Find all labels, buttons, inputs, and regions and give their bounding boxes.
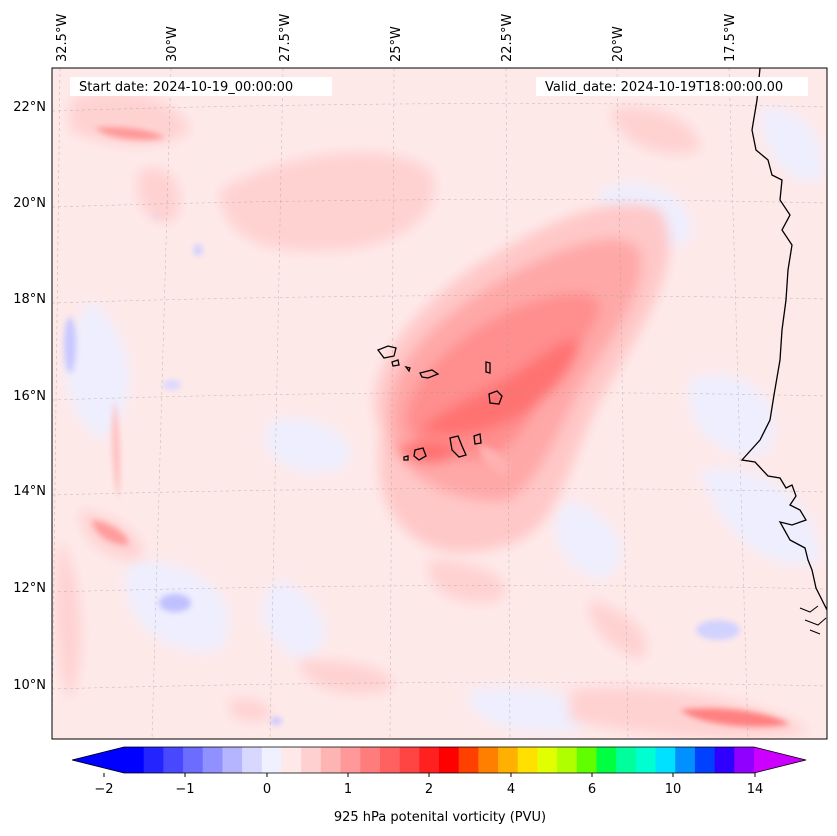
colorbar-tick-label: 6 <box>588 782 596 797</box>
colorbar-cell <box>202 747 223 773</box>
lon-label: 22.5°W <box>500 14 515 62</box>
colorbar-cell <box>734 747 755 773</box>
secondary-pv-streak <box>92 127 790 727</box>
colorbar-cell <box>498 747 519 773</box>
colorbar-title: 925 hPa potenital vorticity (PVU) <box>334 810 546 825</box>
lon-label: 30°W <box>165 26 180 62</box>
colorbar-cell <box>675 747 696 773</box>
lat-label: 22°N <box>13 100 46 115</box>
lat-label: 18°N <box>13 292 46 307</box>
colorbar-cells <box>124 747 755 773</box>
island-sao-vicente <box>391 359 400 367</box>
map-area: Start date: 2024-10-19_00:00:00 Valid_da… <box>52 68 827 739</box>
colorbar-cell <box>399 747 420 773</box>
colorbar-cell <box>557 747 578 773</box>
lat-label: 12°N <box>13 581 46 596</box>
lat-label: 14°N <box>13 484 46 499</box>
colorbar-cell <box>458 747 479 773</box>
lon-label: 27.5°W <box>278 14 293 62</box>
africa-coastline <box>740 68 827 611</box>
island-sao-nicolau <box>419 369 440 379</box>
lon-label: 17.5°W <box>723 14 738 62</box>
colorbar-cell <box>183 747 204 773</box>
colorbar-cell <box>517 747 538 773</box>
colorbar-ticks <box>103 773 756 777</box>
lat-label: 10°N <box>13 678 46 693</box>
colorbar-tick-label: 10 <box>665 782 682 797</box>
island-santiago <box>449 435 467 458</box>
colorbar-cell <box>143 747 164 773</box>
colorbar-cell <box>596 747 617 773</box>
colorbar-cell <box>419 747 440 773</box>
island-sal <box>485 361 491 374</box>
colorbar-cell <box>261 747 282 773</box>
colorbar-tick-label: 1 <box>344 782 352 797</box>
island-boa-vista <box>488 390 503 405</box>
colorbar-cell <box>340 747 361 773</box>
lon-label: 20°W <box>611 26 626 62</box>
colorbar-cell <box>281 747 302 773</box>
island-fogo <box>413 447 427 461</box>
start-date-label: Start date: 2024-10-19_00:00:00 <box>79 80 293 95</box>
valid-date-label: Valid_date: 2024-10-19T18:00:00.00 <box>545 80 783 95</box>
colorbar-cell <box>616 747 637 773</box>
colorbar-cell <box>242 747 263 773</box>
colorbar-tick-label: −1 <box>175 782 194 797</box>
colorbar-cell <box>360 747 381 773</box>
colorbar-cell <box>320 747 341 773</box>
colorbar-tick-label: 4 <box>507 782 515 797</box>
lon-label: 25°W <box>389 26 404 62</box>
colorbar-cell <box>714 747 735 773</box>
colorbar-cell <box>301 747 322 773</box>
colorbar-tick-labels: −2 −1 0 1 2 4 6 10 14 <box>94 782 763 797</box>
island-santa-luzia <box>404 365 411 373</box>
cape-verde-islands <box>376 345 503 461</box>
gridlines <box>52 68 827 739</box>
colorbar-cell <box>537 747 558 773</box>
colorbar-tick-label: 0 <box>263 782 271 797</box>
colorbar-cell <box>439 747 460 773</box>
colorbar-cell <box>478 747 499 773</box>
latitude-labels: 22°N 20°N 18°N 16°N 14°N 12°N 10°N <box>13 100 46 693</box>
start-date-box <box>70 77 332 96</box>
lon-label: 32.5°W <box>55 14 70 62</box>
island-santo-antao <box>376 345 397 359</box>
map-frame <box>51 67 828 740</box>
colorbar-cell <box>635 747 656 773</box>
negative-pv-regions <box>66 108 822 733</box>
colorbar-over-arrow <box>754 747 806 773</box>
colorbar-cell <box>694 747 716 773</box>
lat-label: 16°N <box>13 389 46 404</box>
longitude-labels: 32.5°W 30°W 27.5°W 25°W 22.5°W 20°W 17.5… <box>55 14 738 62</box>
colorbar-cell <box>222 747 243 773</box>
valid-date-box <box>536 77 808 96</box>
colorbar-tick-label: 14 <box>747 782 764 797</box>
colorbar-under-arrow <box>72 747 124 773</box>
coast-detail <box>799 605 827 635</box>
colorbar-cell <box>379 747 401 773</box>
colorbar-cell <box>124 747 145 773</box>
island-brava <box>403 455 409 461</box>
colorbar: −2 −1 0 1 2 4 6 10 14 925 hPa potenital … <box>71 746 807 825</box>
colorbar-tick-label: 2 <box>425 782 433 797</box>
colorbar-outline <box>71 746 807 774</box>
colorbar-cell <box>655 747 676 773</box>
lat-label: 20°N <box>13 196 46 211</box>
island-maio <box>473 433 482 445</box>
colorbar-tick-label: −2 <box>94 782 113 797</box>
colorbar-cell <box>576 747 597 773</box>
colorbar-cell <box>163 747 184 773</box>
main-pv-band <box>374 204 670 553</box>
